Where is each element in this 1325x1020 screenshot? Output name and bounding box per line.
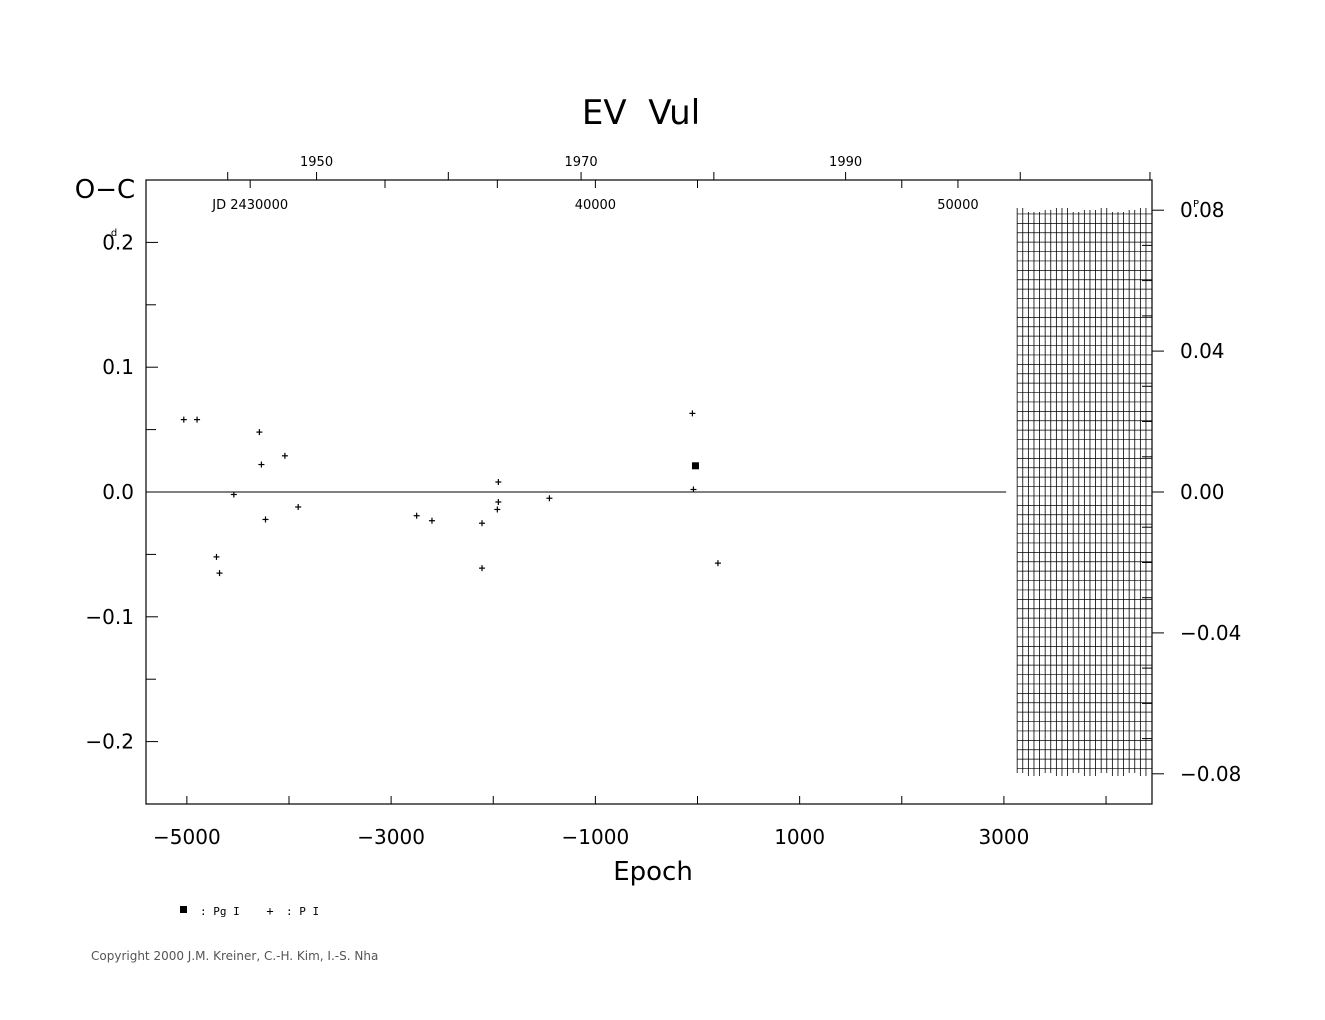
point-pg-square [691,462,699,470]
point-p-plus [230,491,237,498]
legend-marker-plus: + [266,904,273,918]
point-p-plus [479,565,486,572]
point-p-plus [216,570,223,577]
y-tick-label: 0.0 [102,480,134,504]
year-tick-label: 1950 [300,155,333,170]
hatched-region [1016,207,1152,777]
x-axis-label: Epoch [613,857,693,887]
legend-label-pg: : Pg I [200,905,240,918]
x-tick-label: −1000 [562,825,630,849]
data-points [180,410,721,577]
y-axis-label: O−C [75,175,135,205]
point-p-plus [258,461,265,468]
point-p-plus [256,429,263,436]
point-p-plus [295,503,302,510]
right-tick-label: −0.04 [1180,621,1241,645]
point-p-plus [479,520,486,527]
y-tick-label: −0.1 [85,605,134,629]
point-p-plus [689,410,696,417]
point-p-plus [495,479,502,486]
right-axis-unit: P [1193,199,1199,210]
jd-tick-label: 50000 [937,198,978,213]
y-tick-label: 0.2 [102,230,134,254]
point-p-plus [690,486,697,493]
point-p-plus [546,495,553,502]
axis-ticks [146,172,1164,804]
point-p-plus [180,416,187,423]
point-p-plus [428,517,435,524]
right-tick-label: 0.00 [1180,480,1225,504]
jd-tick-label: 40000 [575,198,616,213]
point-p-plus [213,553,220,560]
year-tick-label: 1990 [829,155,862,170]
legend: : Pg I + : P I [180,904,319,918]
chart-title: EV Vul [582,93,700,133]
point-p-plus [262,516,269,523]
legend-marker-square [180,906,187,913]
year-tick-label: 1970 [565,155,598,170]
y-tick-label: 0.1 [102,355,134,379]
x-tick-label: 3000 [978,825,1029,849]
point-p-plus [413,512,420,519]
y-tick-label: −0.2 [85,730,134,754]
legend-label-p: : P I [286,905,319,918]
point-p-plus [714,560,721,567]
x-tick-label: −5000 [153,825,221,849]
right-tick-label: 0.04 [1180,339,1225,363]
point-p-plus [194,416,201,423]
point-p-plus [281,452,288,459]
copyright-text: Copyright 2000 J.M. Kreiner, C.-H. Kim, … [91,949,379,963]
jd-tick-label: JD 2430000 [211,198,288,213]
x-tick-label: −3000 [357,825,425,849]
point-p-plus [494,506,501,513]
y-axis-unit: d [111,228,117,239]
point-p-plus [495,498,502,505]
right-tick-label: 0.08 [1180,198,1225,222]
axis-tick-labels: −5000 −3000 −1000 1000 3000 0.2 0.1 0.0 −0.1 −0.2… [85,155,1241,849]
x-tick-label: 1000 [774,825,825,849]
right-tick-label: −0.08 [1180,762,1241,786]
